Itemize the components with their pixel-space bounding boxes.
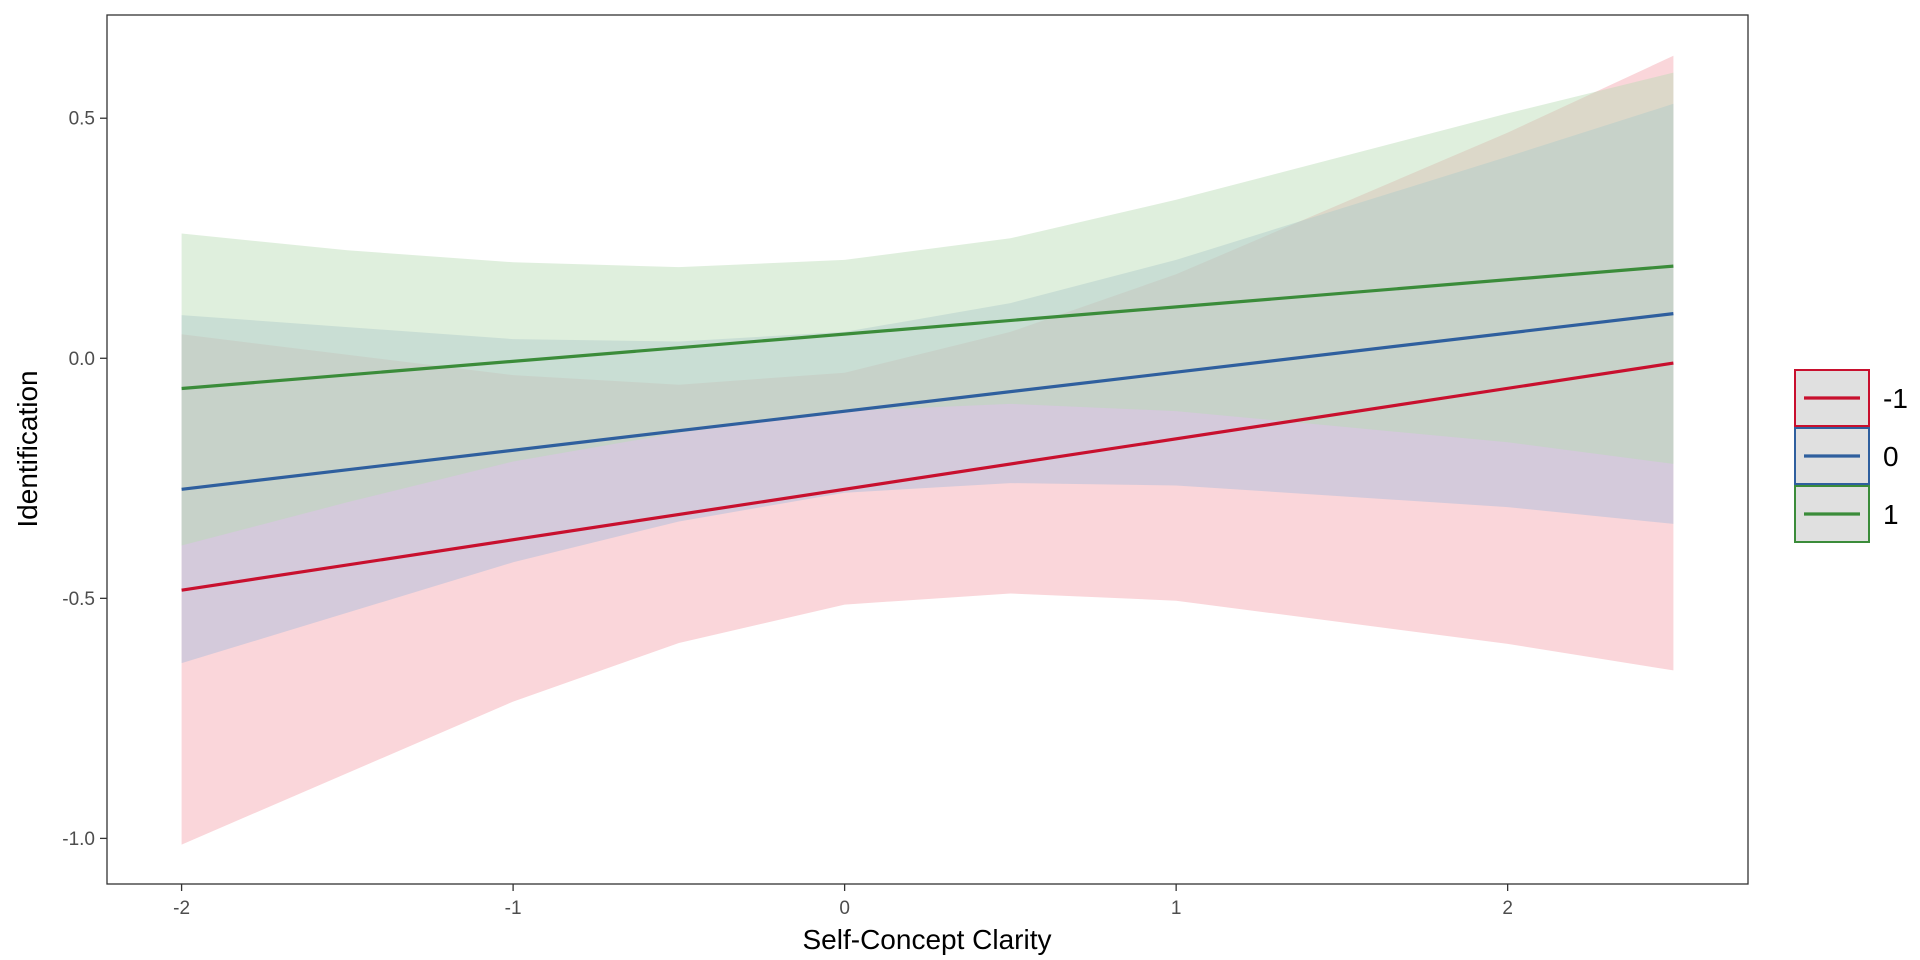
series-line-1 (181, 312, 1674, 491)
x-tick-label: 1 (1171, 898, 1182, 919)
legend-label-2: 1 (1883, 499, 1899, 530)
confidence-band-0 (181, 55, 1674, 845)
x-axis-title: Self-Concept Clarity (803, 924, 1052, 955)
series-lines (181, 264, 1674, 592)
legend: -1 0 1 (1794, 369, 1908, 543)
y-tick-label: -1.0 (62, 829, 95, 850)
y-tick-label: 0.0 (69, 349, 95, 370)
plot-panel-border (106, 14, 1749, 885)
confidence-band-1 (181, 103, 1674, 664)
y-tick-label: -0.5 (62, 589, 95, 610)
x-tick-label: 2 (1502, 898, 1513, 919)
confidence-band-2 (181, 72, 1674, 546)
y-tick-label: 0.5 (69, 109, 95, 130)
legend-label-0: -1 (1883, 383, 1908, 414)
legend-label-1: 0 (1883, 441, 1899, 472)
confidence-bands (181, 55, 1674, 845)
x-tick-label: -1 (505, 898, 522, 919)
series-line-0 (181, 361, 1674, 592)
x-tick-label: 0 (839, 898, 850, 919)
y-axis-title: Identification (12, 370, 43, 527)
x-axis: -2 -1 0 1 2 (173, 884, 1513, 919)
series-line-2 (181, 264, 1674, 391)
y-axis: -1.0 -0.5 0.0 0.5 (62, 109, 107, 850)
x-tick-label: -2 (173, 898, 190, 919)
